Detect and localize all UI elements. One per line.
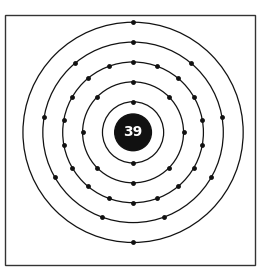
Circle shape <box>115 114 151 151</box>
Text: 39: 39 <box>124 125 143 139</box>
